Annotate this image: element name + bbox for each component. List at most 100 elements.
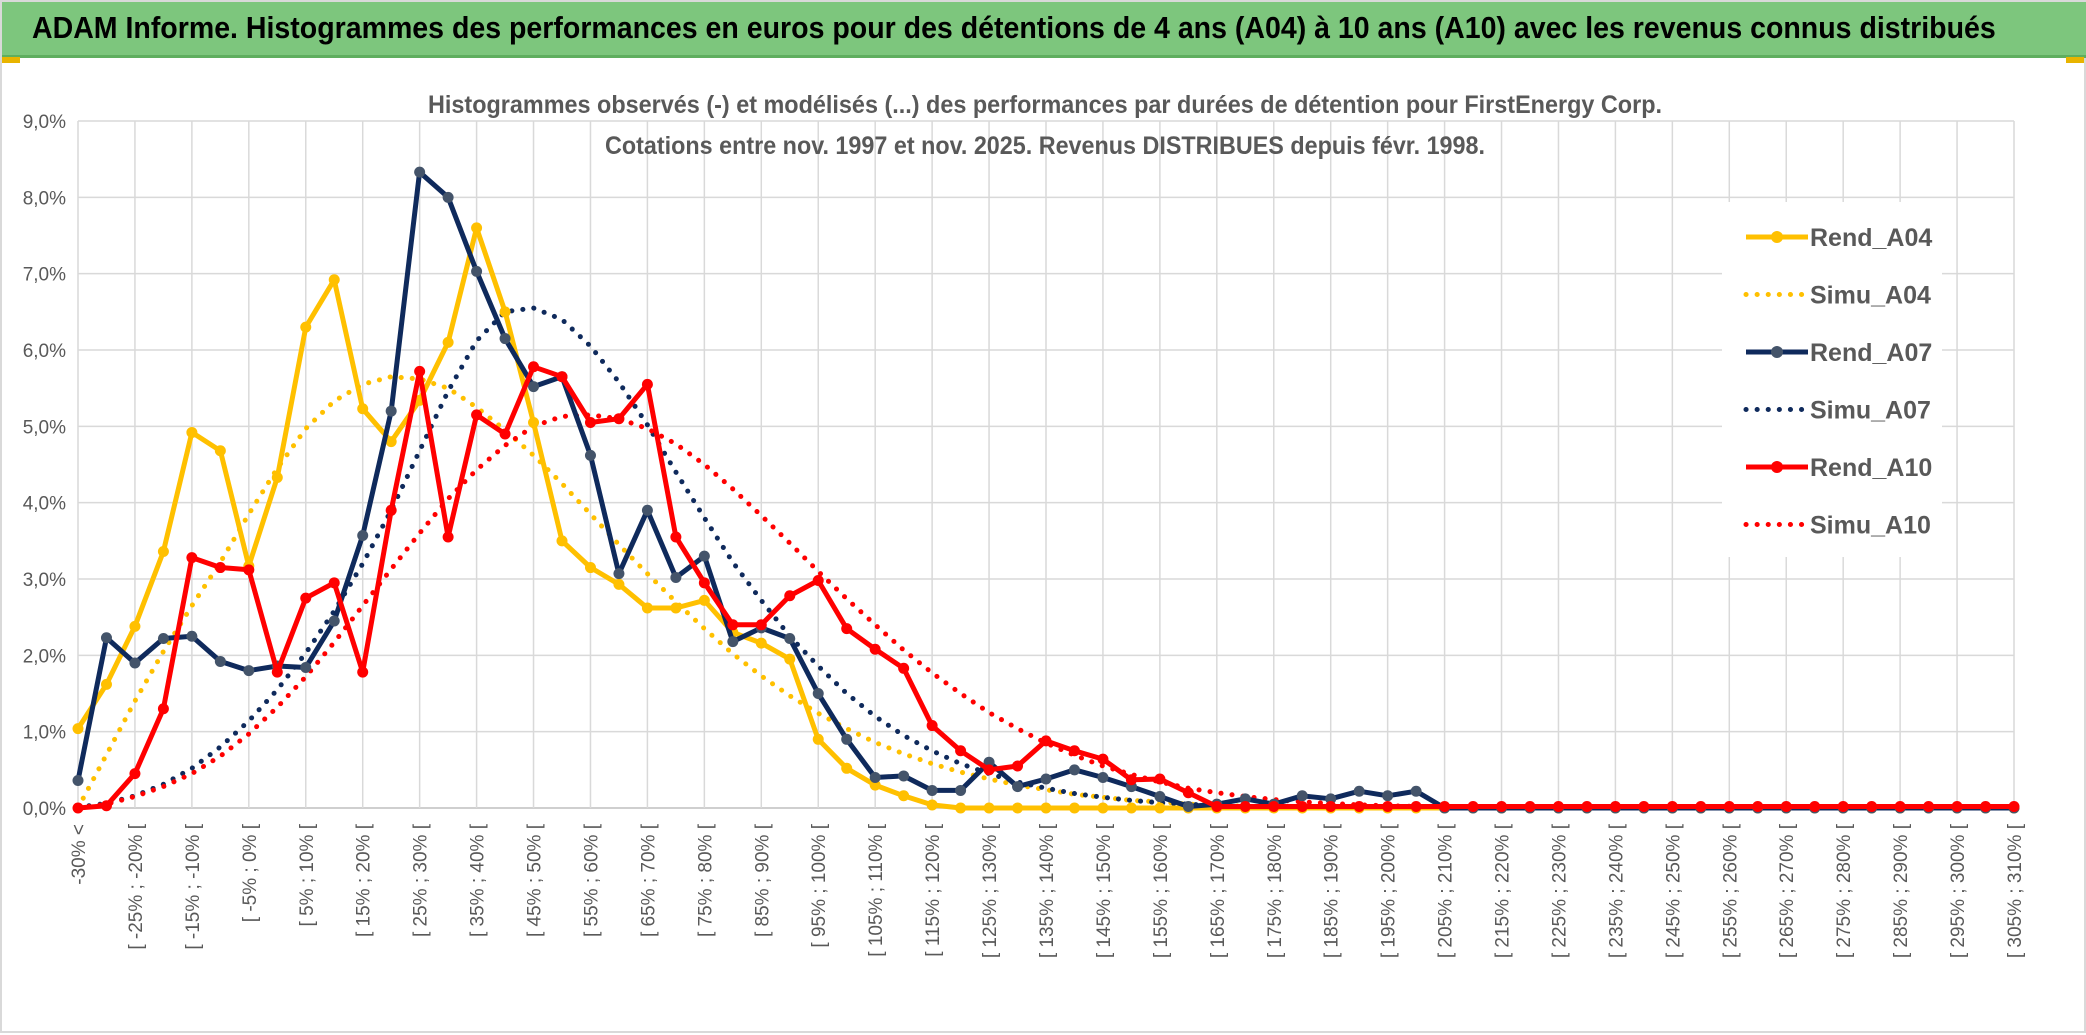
header-bar: ADAM Informe. Histogrammes des performan… — [2, 2, 2086, 58]
legend-entry: Rend_A04 — [1746, 224, 1932, 252]
data-point — [186, 426, 198, 438]
legend-label: Rend_A04 — [1810, 224, 1932, 252]
x-tick-label: [ 175% ; 180% [ — [1265, 823, 1286, 958]
data-point — [499, 333, 511, 345]
data-point — [186, 552, 198, 564]
data-point — [271, 471, 283, 483]
x-tick-label: -30% < — [69, 824, 90, 885]
series-layer — [72, 166, 2020, 814]
y-tick-label: 7,0% — [23, 265, 66, 286]
data-point — [1439, 800, 1451, 812]
data-point — [755, 637, 767, 649]
x-tick-label: [ 245% ; 250% [ — [1663, 823, 1684, 958]
data-point — [357, 529, 369, 541]
data-point — [1239, 793, 1251, 805]
data-point — [471, 222, 483, 234]
data-point — [869, 771, 881, 783]
data-point — [613, 578, 625, 590]
data-point — [385, 405, 397, 417]
data-point — [1752, 800, 1764, 812]
legend-entry: Rend_A07 — [1746, 339, 1932, 367]
data-point — [727, 636, 739, 648]
data-point — [1097, 771, 1109, 783]
y-tick-label: 0,0% — [23, 799, 66, 820]
legend-label: Simu_A04 — [1810, 282, 1931, 310]
data-point — [1467, 800, 1479, 812]
data-point — [1382, 790, 1394, 802]
y-tick-label: 3,0% — [23, 570, 66, 591]
data-point — [1866, 800, 1878, 812]
x-tick-label: [ 25% ; 30% [ — [411, 823, 432, 937]
data-point — [983, 802, 995, 814]
data-point — [898, 662, 910, 674]
data-point — [471, 265, 483, 277]
x-tick-label: [ 145% ; 150% [ — [1094, 823, 1115, 958]
data-point — [1068, 745, 1080, 757]
data-point — [1268, 800, 1280, 812]
x-tick-label: [ 305% ; 310% [ — [2005, 823, 2026, 958]
data-point — [755, 619, 767, 631]
data-point — [1040, 773, 1052, 785]
data-point — [670, 602, 682, 614]
data-point — [841, 623, 853, 635]
data-point — [812, 688, 824, 699]
data-point — [1325, 793, 1337, 805]
legend-entry: Simu_A04 — [1743, 282, 1931, 310]
legend-marker — [1771, 346, 1783, 358]
data-point — [499, 428, 511, 440]
x-tick-label: [ 205% ; 210% [ — [1436, 823, 1457, 958]
data-point — [442, 531, 454, 543]
data-point — [100, 678, 112, 690]
x-tick-label: [ 285% ; 290% [ — [1891, 823, 1912, 958]
x-tick-label: [ 95% ; 100% [ — [809, 823, 830, 947]
data-point — [1125, 774, 1137, 786]
data-point — [698, 594, 710, 606]
data-point — [357, 666, 369, 678]
chart-title-line1: Histogrammes observés (-) et modélisés (… — [428, 91, 1662, 119]
data-point — [100, 800, 112, 812]
data-point — [1097, 802, 1109, 814]
x-tick-label: [ 55% ; 60% [ — [581, 823, 602, 937]
x-tick-label: [ 35% ; 40% [ — [468, 823, 489, 937]
data-point — [1780, 800, 1792, 812]
x-tick-label: [ 125% ; 130% [ — [980, 823, 1001, 958]
legend-label: Rend_A10 — [1810, 454, 1932, 482]
data-point — [1410, 800, 1422, 812]
data-point — [1666, 800, 1678, 812]
data-point — [1951, 800, 1963, 812]
data-point — [1211, 800, 1223, 812]
data-point — [1695, 800, 1707, 812]
data-point — [2008, 800, 2020, 812]
corner-mark-left — [2, 57, 20, 63]
y-tick-label: 1,0% — [23, 723, 66, 744]
data-point — [613, 413, 625, 425]
legend-label: Simu_A07 — [1810, 397, 1931, 425]
data-point — [414, 365, 426, 377]
data-point — [556, 371, 568, 383]
data-point — [670, 531, 682, 543]
data-point — [1353, 785, 1365, 797]
x-tick-label: [ 235% ; 240% [ — [1606, 823, 1627, 958]
data-point — [499, 306, 511, 318]
data-point — [869, 779, 881, 791]
data-point — [1239, 800, 1251, 812]
data-point — [1012, 781, 1024, 793]
series-simu-a10 — [75, 412, 2017, 811]
x-tick-label: [ 225% ; 230% [ — [1549, 823, 1570, 958]
data-point — [100, 632, 112, 644]
data-point — [385, 436, 397, 448]
data-point — [983, 764, 995, 776]
data-point — [1980, 800, 1992, 812]
x-tick-label: [ 195% ; 200% [ — [1379, 823, 1400, 958]
data-point — [898, 790, 910, 802]
legend-marker — [1771, 461, 1783, 473]
data-point — [1353, 800, 1365, 812]
data-point — [584, 562, 596, 574]
data-point — [841, 733, 853, 745]
data-point — [556, 535, 568, 547]
x-tick-label: [ 255% ; 260% [ — [1720, 823, 1741, 958]
data-point — [442, 336, 454, 348]
x-tick-label: [ 115% ; 120% [ — [923, 823, 944, 956]
